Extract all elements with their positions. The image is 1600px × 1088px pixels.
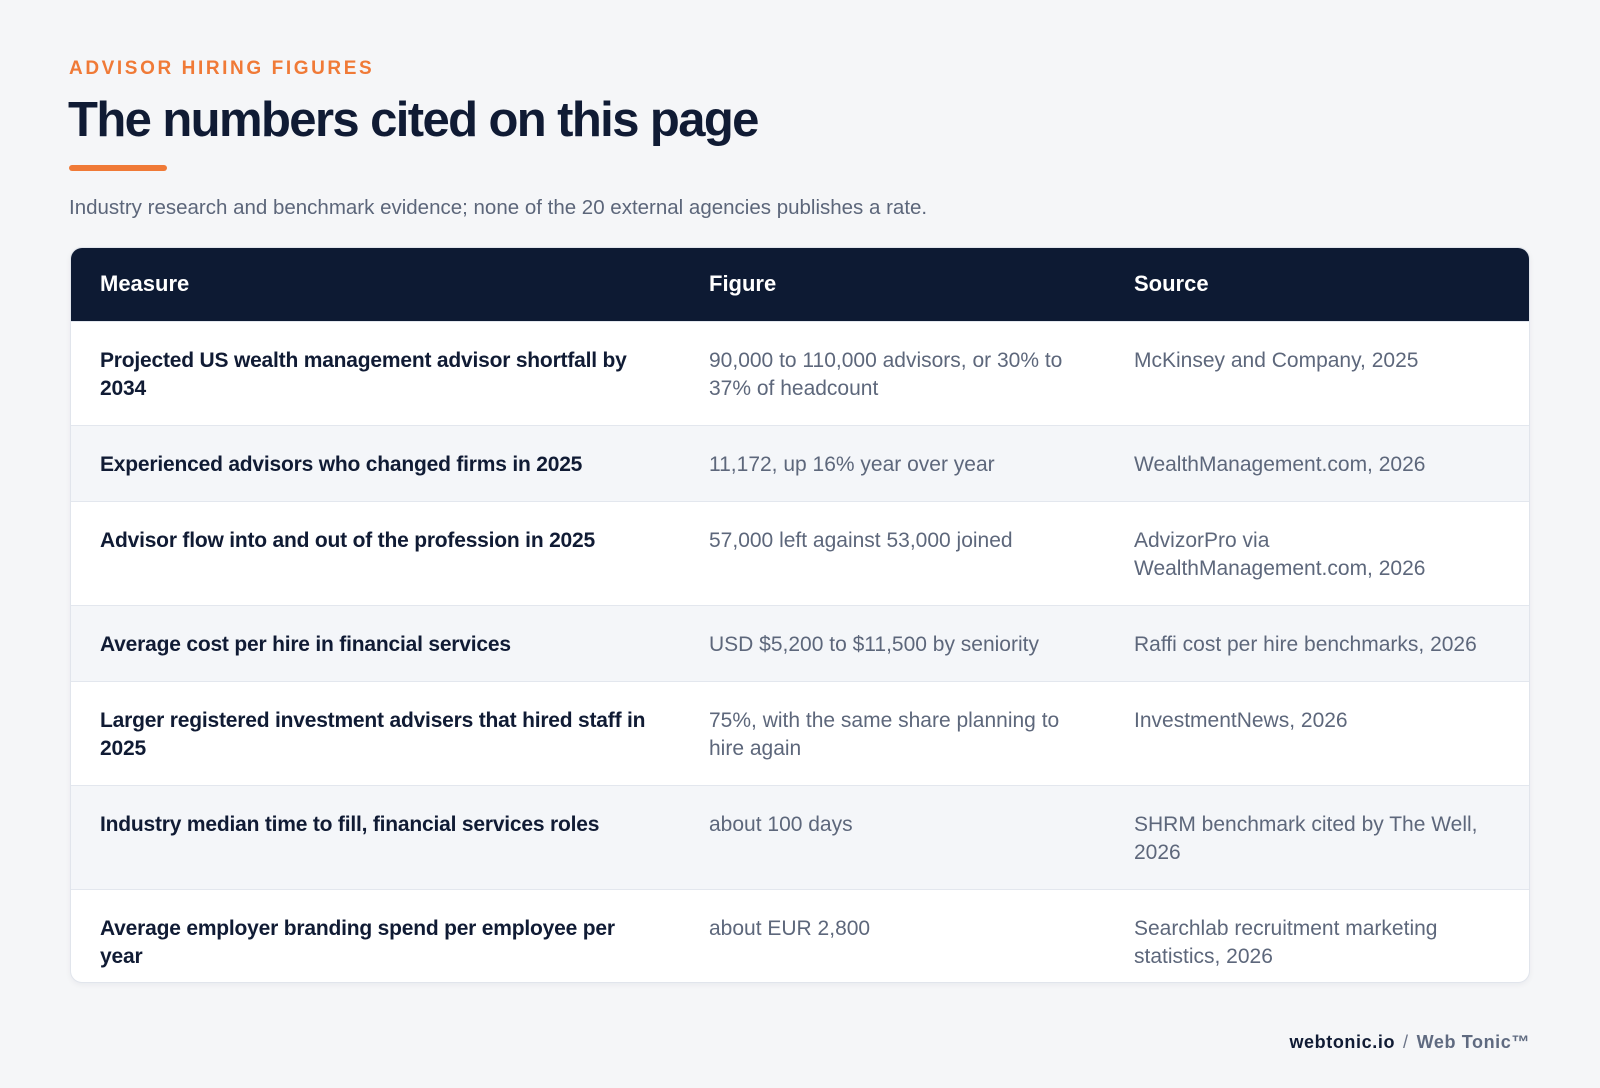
source-cell: Raffi cost per hire benchmarks, 2026 bbox=[1134, 632, 1477, 656]
table-row: Advisor flow into and out of the profess… bbox=[71, 501, 1529, 605]
table-header: Measure Figure Source bbox=[71, 248, 1529, 321]
measure-cell: Experienced advisors who changed firms i… bbox=[100, 452, 583, 476]
measure-cell: Advisor flow into and out of the profess… bbox=[100, 528, 595, 552]
page-subtitle: Industry research and benchmark evidence… bbox=[69, 196, 928, 219]
measure-cell: Industry median time to fill, financial … bbox=[100, 812, 600, 836]
measure-cell: Average employer branding spend per empl… bbox=[100, 916, 615, 968]
source-cell: WealthManagement.com, 2026 bbox=[1134, 452, 1426, 476]
table-body: Projected US wealth management advisor s… bbox=[71, 321, 1529, 982]
figure-cell: 90,000 to 110,000 advisors, or 30% to 37… bbox=[709, 348, 1063, 400]
table-row: Average cost per hire in financial servi… bbox=[71, 605, 1529, 681]
figures-table: Measure Figure Source Projected US wealt… bbox=[71, 248, 1529, 982]
page-title: The numbers cited on this page bbox=[68, 93, 759, 147]
footer-credit: webtonic.io / Web Tonic™ bbox=[1289, 1032, 1530, 1053]
source-cell: McKinsey and Company, 2025 bbox=[1134, 348, 1419, 372]
source-cell: AdvizorPro via WealthManagement.com, 202… bbox=[1134, 528, 1426, 580]
table-row: Larger registered investment advisers th… bbox=[71, 681, 1529, 785]
figure-cell: USD $5,200 to $11,500 by seniority bbox=[709, 632, 1039, 656]
figure-cell: about EUR 2,800 bbox=[709, 916, 871, 940]
column-header-figure: Figure bbox=[709, 271, 777, 297]
figure-cell: 57,000 left against 53,000 joined bbox=[709, 528, 1013, 552]
column-header-measure: Measure bbox=[100, 271, 190, 297]
measure-cell: Projected US wealth management advisor s… bbox=[100, 348, 627, 400]
column-header-source: Source bbox=[1134, 271, 1209, 297]
title-underline bbox=[69, 165, 167, 171]
footer-domain-link[interactable]: webtonic.io bbox=[1289, 1032, 1396, 1052]
table-row: Projected US wealth management advisor s… bbox=[71, 321, 1529, 425]
table-header-row: Measure Figure Source bbox=[71, 248, 1529, 321]
measure-cell: Larger registered investment advisers th… bbox=[100, 708, 646, 760]
footer-separator: / bbox=[1403, 1032, 1409, 1052]
source-cell: InvestmentNews, 2026 bbox=[1134, 708, 1348, 732]
eyebrow-label: ADVISOR HIRING FIGURES bbox=[69, 58, 375, 79]
figure-cell: 75%, with the same share planning to hir… bbox=[709, 708, 1060, 760]
source-cell: SHRM benchmark cited by The Well, 2026 bbox=[1134, 812, 1478, 864]
table-row: Average employer branding spend per empl… bbox=[71, 889, 1529, 982]
footer-brand: Web Tonic™ bbox=[1416, 1032, 1530, 1052]
figure-cell: 11,172, up 16% year over year bbox=[709, 452, 995, 476]
source-cell: Searchlab recruitment marketing statisti… bbox=[1134, 916, 1438, 968]
table-row: Experienced advisors who changed firms i… bbox=[71, 425, 1529, 501]
measure-cell: Average cost per hire in financial servi… bbox=[100, 632, 511, 656]
figure-cell: about 100 days bbox=[709, 812, 853, 836]
figures-table-card: Measure Figure Source Projected US wealt… bbox=[70, 247, 1530, 983]
table-row: Industry median time to fill, financial … bbox=[71, 785, 1529, 889]
